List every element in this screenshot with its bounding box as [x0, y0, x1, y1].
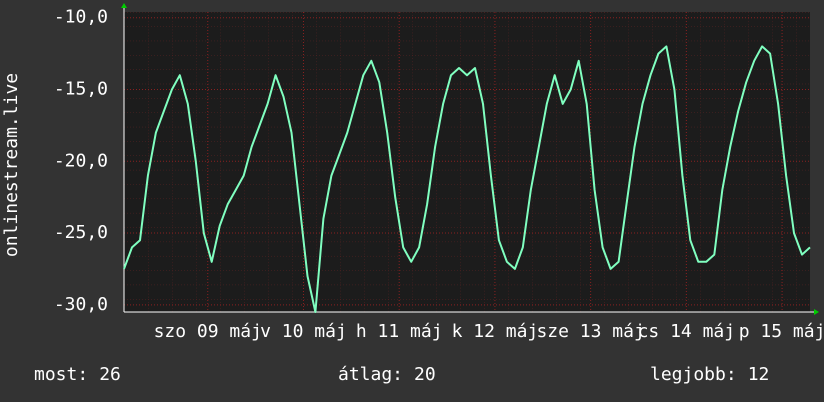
legend-label: most: [34, 364, 88, 385]
minor-grid [124, 12, 810, 312]
y-axis-label: onlinestream.live [1, 73, 22, 257]
x-tick-label: sze 13 máj [536, 321, 644, 342]
y-tick-label: -10,0 [54, 7, 108, 28]
legend-label: legjobb: [650, 364, 737, 385]
x-axis-arrow [814, 309, 819, 315]
legend-entry: legjobb: 12 [650, 364, 769, 385]
x-tick-label: k 12 máj [452, 321, 539, 342]
x-tick-label: h 11 máj [356, 321, 443, 342]
x-tick-label: v 10 máj [260, 321, 347, 342]
x-tick-label: cs 14 máj [638, 321, 736, 342]
x-tick-label: p 15 máj [739, 321, 824, 342]
x-tick-label: szo 09 máj [154, 321, 262, 342]
y-tick-label: -30,0 [54, 294, 108, 315]
y-tick-label: -20,0 [54, 150, 108, 171]
legend-entry: most: 26 [34, 364, 121, 385]
y-axis-arrow [121, 3, 127, 8]
legend-entry: átlag: 20 [338, 364, 436, 385]
legend-label: átlag: [338, 364, 403, 385]
y-tick-label: -25,0 [54, 222, 108, 243]
legend-value: 26 [99, 364, 121, 385]
y-tick-label: -15,0 [54, 79, 108, 100]
data-line [123, 45, 811, 313]
legend-value: 20 [414, 364, 436, 385]
legend-value: 12 [748, 364, 770, 385]
